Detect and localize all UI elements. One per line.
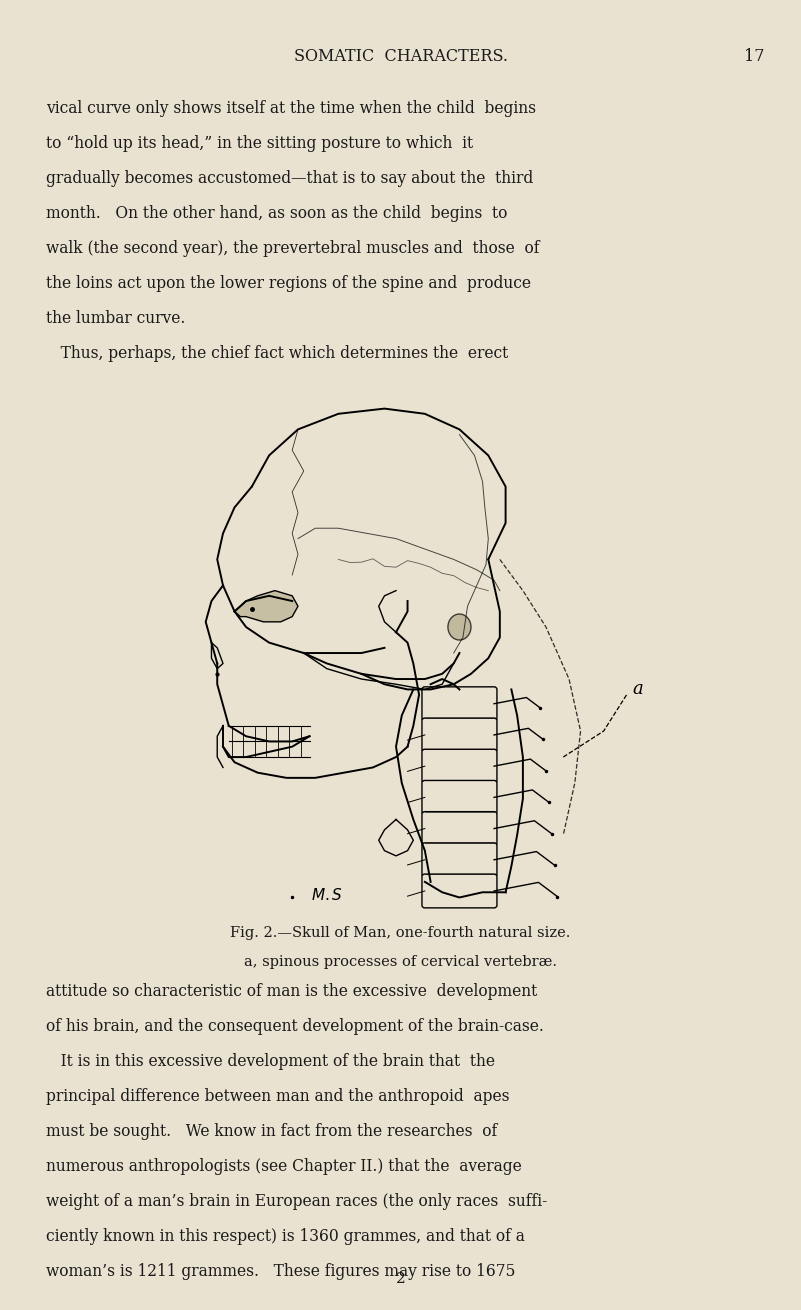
Text: month.   On the other hand, as soon as the child  begins  to: month. On the other hand, as soon as the… bbox=[46, 204, 508, 221]
FancyBboxPatch shape bbox=[422, 874, 497, 908]
Text: must be sought.   We know in fact from the researches  of: must be sought. We know in fact from the… bbox=[46, 1123, 497, 1140]
Text: It is in this excessive development of the brain that  the: It is in this excessive development of t… bbox=[46, 1053, 496, 1070]
Text: the loins act upon the lower regions of the spine and  produce: the loins act upon the lower regions of … bbox=[46, 275, 531, 292]
Text: 2: 2 bbox=[396, 1272, 405, 1286]
Text: the lumbar curve.: the lumbar curve. bbox=[46, 310, 186, 328]
Text: a: a bbox=[633, 680, 643, 698]
Text: woman’s is 1211 grammes.   These figures may rise to 1675: woman’s is 1211 grammes. These figures m… bbox=[46, 1263, 516, 1280]
Text: SOMATIC  CHARACTERS.: SOMATIC CHARACTERS. bbox=[293, 48, 508, 66]
Text: Thus, perhaps, the chief fact which determines the  erect: Thus, perhaps, the chief fact which dete… bbox=[46, 346, 509, 363]
Text: numerous anthropologists (see Chapter II.) that the  average: numerous anthropologists (see Chapter II… bbox=[46, 1158, 522, 1175]
Text: a, spinous processes of cervical vertebræ.: a, spinous processes of cervical vertebr… bbox=[244, 955, 557, 969]
FancyBboxPatch shape bbox=[422, 686, 497, 721]
Text: vical curve only shows itself at the time when the child  begins: vical curve only shows itself at the tim… bbox=[46, 100, 537, 117]
Text: ciently known in this respect) is 1360 grammes, and that of a: ciently known in this respect) is 1360 g… bbox=[46, 1229, 525, 1246]
Text: $\mathit{M.S}$: $\mathit{M.S}$ bbox=[311, 887, 343, 903]
Text: walk (the second year), the prevertebral muscles and  those  of: walk (the second year), the prevertebral… bbox=[46, 240, 540, 257]
Text: of his brain, and the consequent development of the brain-case.: of his brain, and the consequent develop… bbox=[46, 1018, 545, 1035]
Polygon shape bbox=[235, 591, 298, 622]
Text: attitude so characteristic of man is the excessive  development: attitude so characteristic of man is the… bbox=[46, 982, 537, 1000]
FancyBboxPatch shape bbox=[422, 781, 497, 815]
Text: 17: 17 bbox=[744, 48, 765, 66]
Text: weight of a man’s brain in European races (the only races  suffi-: weight of a man’s brain in European race… bbox=[46, 1193, 548, 1210]
FancyBboxPatch shape bbox=[422, 842, 497, 876]
Text: principal difference between man and the anthropoid  apes: principal difference between man and the… bbox=[46, 1087, 510, 1104]
FancyBboxPatch shape bbox=[422, 749, 497, 783]
Text: Fig. 2.—Skull of Man, one-fourth natural size.: Fig. 2.—Skull of Man, one-fourth natural… bbox=[231, 926, 570, 941]
Text: gradually becomes accustomed—that is to say about the  third: gradually becomes accustomed—that is to … bbox=[46, 170, 533, 187]
Text: to “hold up its head,” in the sitting posture to which  it: to “hold up its head,” in the sitting po… bbox=[46, 135, 473, 152]
FancyBboxPatch shape bbox=[422, 812, 497, 845]
FancyBboxPatch shape bbox=[422, 718, 497, 752]
Ellipse shape bbox=[448, 614, 471, 641]
